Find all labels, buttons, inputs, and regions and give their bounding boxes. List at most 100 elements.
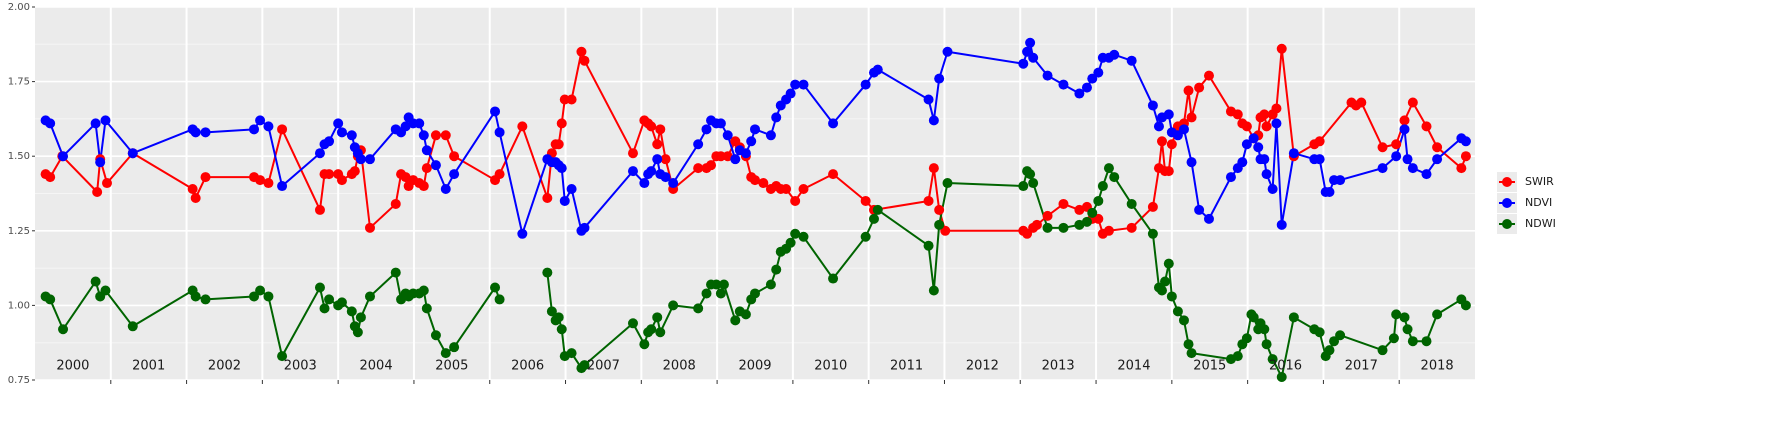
data-point bbox=[1058, 198, 1069, 209]
data-point bbox=[418, 130, 429, 141]
data-point bbox=[1042, 222, 1053, 233]
data-point bbox=[790, 195, 801, 206]
data-point bbox=[711, 279, 722, 290]
data-point bbox=[701, 124, 712, 135]
data-point bbox=[1097, 181, 1108, 192]
data-point bbox=[627, 166, 638, 177]
data-point bbox=[1276, 219, 1287, 230]
data-point bbox=[1388, 333, 1399, 344]
data-point bbox=[1183, 339, 1194, 350]
data-point bbox=[190, 127, 201, 138]
data-point bbox=[277, 124, 288, 135]
data-point bbox=[1421, 336, 1432, 347]
data-point bbox=[1259, 324, 1270, 335]
data-point bbox=[627, 148, 638, 159]
data-point bbox=[553, 312, 564, 323]
data-point bbox=[400, 172, 411, 183]
data-point bbox=[542, 267, 553, 278]
data-point bbox=[190, 291, 201, 302]
data-point bbox=[652, 312, 663, 323]
year-label: 2011 bbox=[890, 359, 923, 374]
data-point bbox=[750, 124, 760, 135]
data-point bbox=[771, 112, 782, 123]
data-point bbox=[579, 222, 590, 233]
data-point bbox=[127, 148, 138, 159]
data-point bbox=[706, 160, 717, 171]
data-point bbox=[1402, 324, 1413, 335]
data-point bbox=[1074, 219, 1085, 230]
data-point bbox=[1018, 181, 1029, 192]
data-point bbox=[1109, 172, 1120, 183]
year-label: 2008 bbox=[663, 359, 696, 374]
data-point bbox=[324, 294, 335, 305]
data-point bbox=[346, 306, 357, 317]
data-point bbox=[828, 273, 839, 284]
data-point bbox=[517, 228, 528, 239]
data-point bbox=[923, 240, 934, 251]
data-point bbox=[277, 181, 288, 192]
data-point bbox=[1391, 151, 1402, 162]
legend-label: NDWI bbox=[1525, 217, 1556, 230]
data-point bbox=[430, 330, 441, 341]
data-point bbox=[1237, 157, 1248, 168]
data-point bbox=[556, 118, 567, 129]
data-point bbox=[1186, 157, 1197, 168]
data-point bbox=[1183, 85, 1194, 96]
data-point bbox=[440, 130, 451, 141]
data-point bbox=[923, 195, 934, 206]
data-point bbox=[346, 130, 357, 141]
data-point bbox=[1276, 43, 1287, 54]
data-point bbox=[566, 184, 577, 195]
legend: SWIR NDVI NDWI bbox=[1497, 172, 1556, 234]
data-point bbox=[1163, 109, 1174, 120]
data-point bbox=[1314, 154, 1325, 165]
data-point bbox=[566, 94, 577, 105]
data-point bbox=[127, 321, 138, 332]
data-point bbox=[494, 294, 505, 305]
data-point bbox=[1377, 345, 1388, 356]
data-point bbox=[872, 64, 883, 75]
data-point bbox=[1407, 163, 1418, 174]
year-label: 2016 bbox=[1269, 359, 1302, 374]
data-point bbox=[355, 154, 366, 165]
data-point bbox=[1109, 49, 1120, 60]
data-point bbox=[566, 348, 577, 359]
data-point bbox=[553, 139, 564, 150]
data-point bbox=[627, 318, 638, 329]
data-point bbox=[421, 145, 432, 156]
data-point bbox=[1166, 291, 1177, 302]
data-point bbox=[546, 306, 557, 317]
data-point bbox=[1156, 136, 1167, 147]
data-point bbox=[336, 175, 347, 186]
legend-point bbox=[1502, 177, 1512, 187]
data-point bbox=[860, 79, 871, 90]
data-point bbox=[1460, 136, 1471, 147]
data-point bbox=[1248, 133, 1259, 144]
data-point bbox=[1028, 178, 1039, 189]
data-point bbox=[1093, 67, 1104, 78]
data-point bbox=[1153, 121, 1164, 132]
data-point bbox=[349, 166, 360, 177]
data-point bbox=[655, 327, 666, 338]
data-point bbox=[693, 139, 704, 150]
data-point bbox=[1172, 306, 1183, 317]
data-point bbox=[1018, 58, 1029, 69]
data-point bbox=[517, 121, 528, 132]
data-point bbox=[102, 178, 112, 189]
data-point bbox=[490, 106, 501, 117]
data-point bbox=[418, 285, 429, 296]
data-point bbox=[1186, 112, 1197, 123]
data-point bbox=[750, 175, 760, 186]
legend-label: SWIR bbox=[1525, 175, 1554, 188]
data-point bbox=[45, 294, 56, 305]
data-point bbox=[1267, 354, 1278, 365]
data-point bbox=[1074, 88, 1085, 99]
data-point bbox=[440, 184, 451, 195]
data-point bbox=[1147, 228, 1158, 239]
data-point bbox=[1399, 312, 1410, 323]
data-point bbox=[579, 55, 590, 66]
y-tick-label: 0.75 bbox=[8, 375, 30, 386]
data-point bbox=[494, 169, 505, 180]
data-point bbox=[860, 195, 871, 206]
data-point bbox=[1074, 204, 1085, 215]
